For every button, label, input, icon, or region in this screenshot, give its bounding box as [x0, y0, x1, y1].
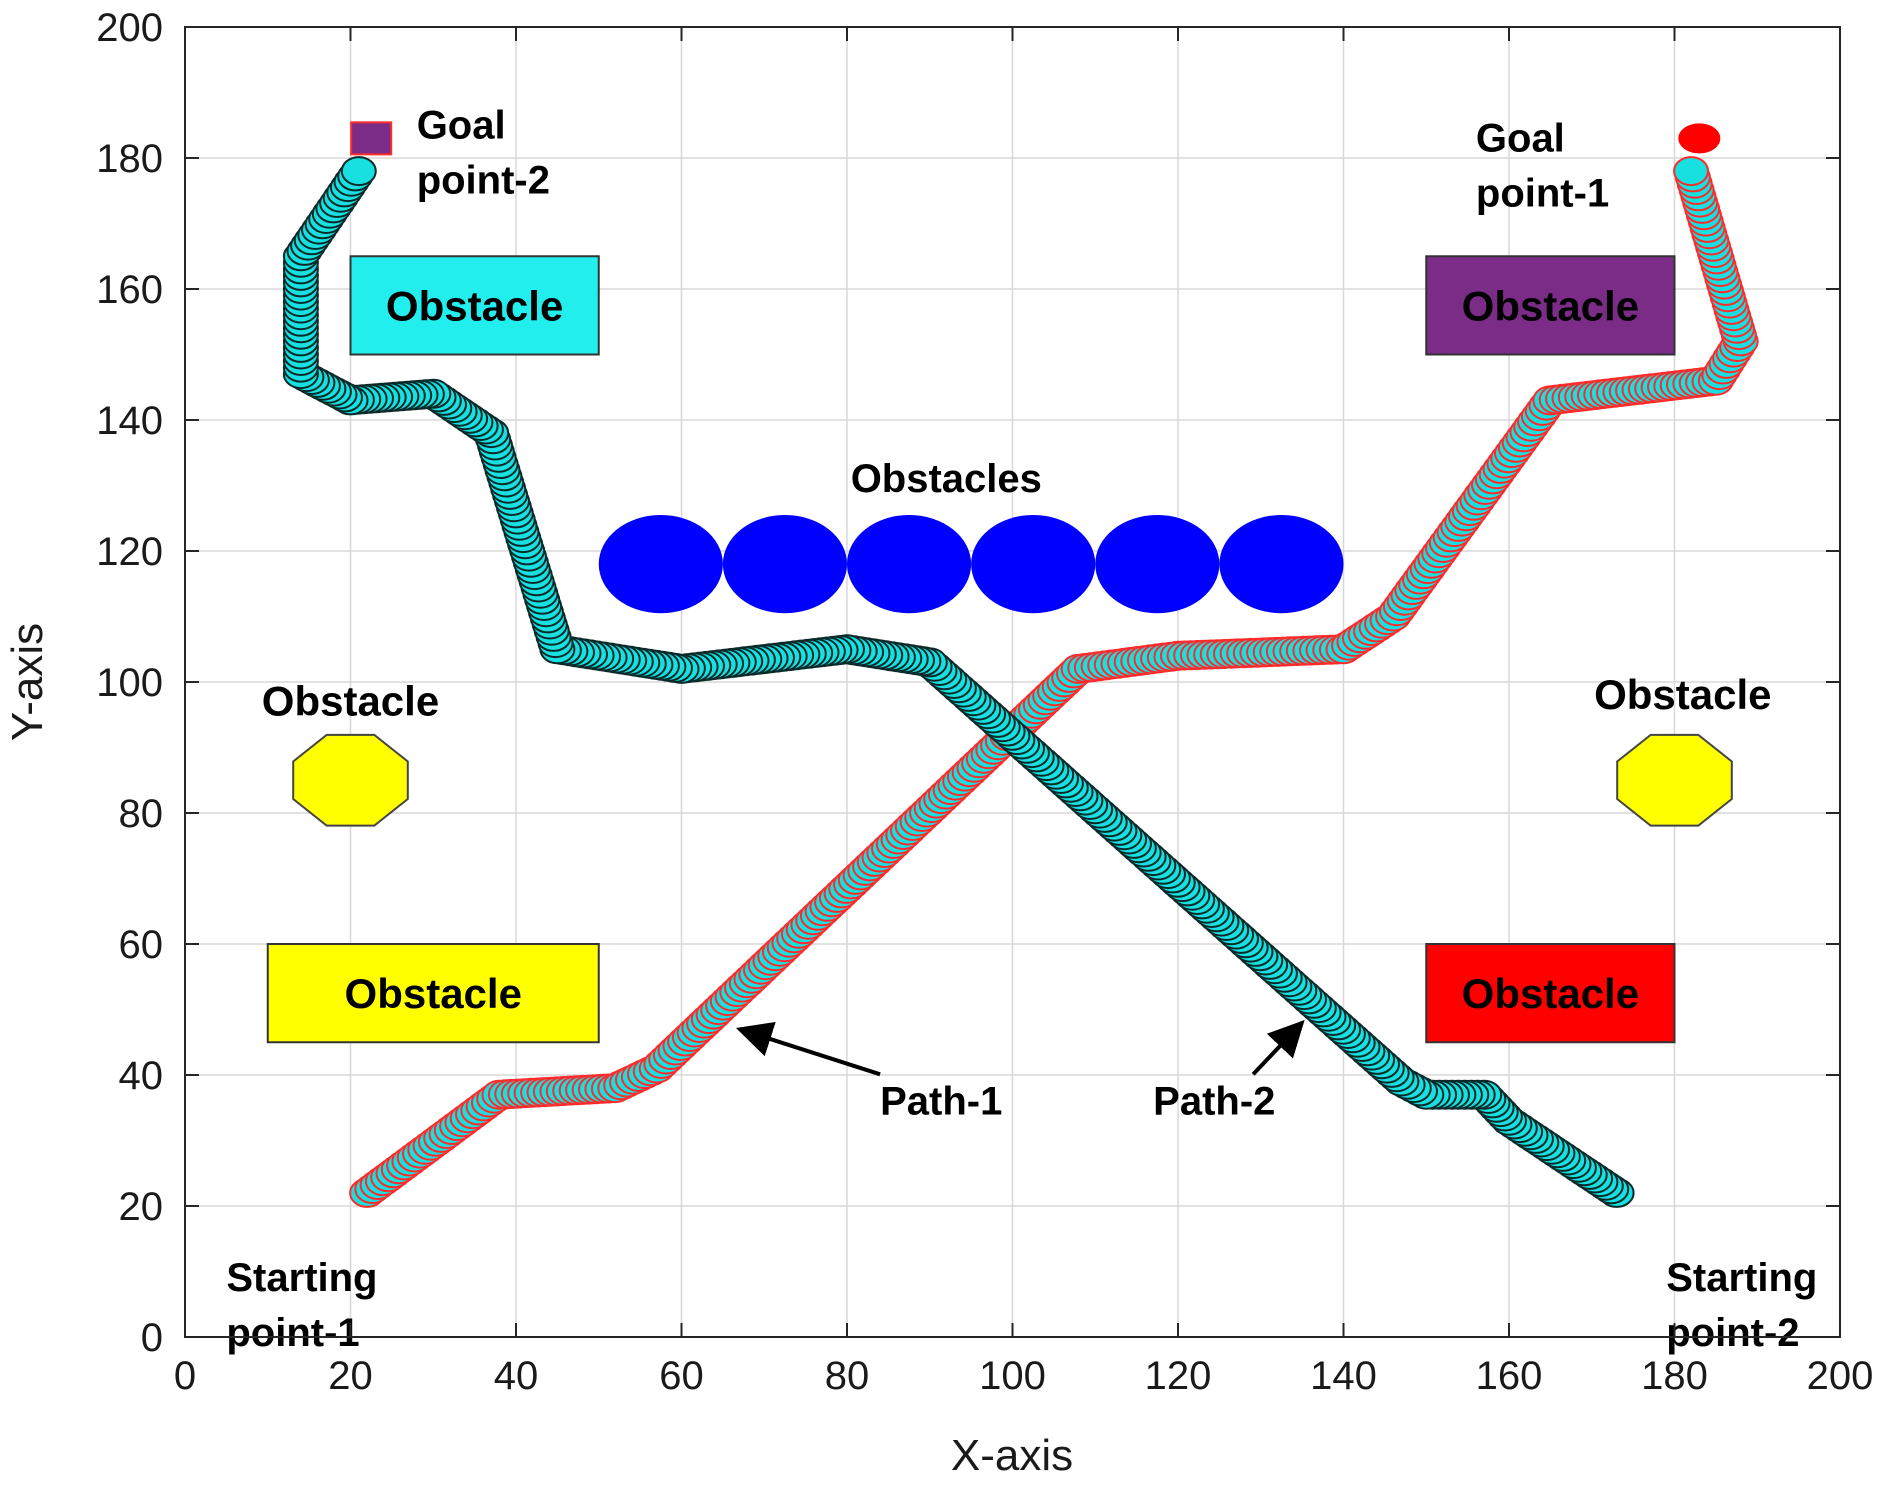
- path-marker: [340, 156, 377, 187]
- obstacle-rect: [1425, 943, 1676, 1044]
- obstacle-octagon: [292, 733, 409, 827]
- x-tick-label: 200: [1807, 1354, 1874, 1398]
- y-tick-label: 160: [96, 268, 163, 312]
- obstacle-label: Obstacle: [1462, 970, 1639, 1017]
- obstacle-circle: [971, 514, 1096, 614]
- y-tick-label: 60: [119, 923, 164, 967]
- y-tick-label: 120: [96, 530, 163, 574]
- obstacle-rect: [349, 255, 600, 356]
- x-tick-label: 160: [1476, 1354, 1543, 1398]
- goal-markers-layer: [350, 121, 1721, 156]
- path-2-series: [282, 156, 1635, 1208]
- x-tick-label: 60: [659, 1354, 704, 1398]
- x-tick-label: 40: [494, 1354, 539, 1398]
- y-tick-label: 140: [96, 399, 163, 443]
- y-tick-label: 20: [119, 1185, 164, 1229]
- obstacle-octagon: [1616, 733, 1733, 827]
- obstacle-label: Obstacle: [345, 970, 522, 1017]
- x-tick-label: 0: [174, 1354, 196, 1398]
- obstacles-layer: Obstacle Obstacle Obstacle Obstacle Obstacle…: [262, 255, 1771, 1044]
- goal-point-2-marker: [350, 121, 393, 156]
- obstacle-label: Obstacle: [1462, 282, 1639, 329]
- paths-layer: [282, 156, 1759, 1208]
- obstacle-circle: [847, 514, 972, 614]
- x-tick-label: 80: [825, 1354, 870, 1398]
- annotation-text: point-1: [226, 1311, 359, 1355]
- annotation-text: point-1: [1476, 171, 1609, 215]
- y-tick-label: 180: [96, 137, 163, 181]
- x-tick-label: 100: [979, 1354, 1046, 1398]
- y-tick-label: 200: [96, 6, 163, 50]
- obstacle-label: Obstacle: [1594, 671, 1771, 718]
- annotation-text: Path-1: [880, 1079, 1002, 1123]
- path-marker: [1673, 156, 1710, 187]
- x-tick-label: 120: [1145, 1354, 1212, 1398]
- y-tick-label: 100: [96, 661, 163, 705]
- annotation-text: Starting: [226, 1256, 377, 1300]
- y-axis-label: Y-axis: [3, 623, 52, 741]
- annotation-text: Starting: [1666, 1256, 1817, 1300]
- axis-ticks: 0 20 40 60 80 100 120 140 160 180 200 0 20 40 60 80 100 1…: [96, 6, 1873, 1398]
- goal-point-1-marker: [1678, 123, 1721, 154]
- x-tick-label: 180: [1641, 1354, 1708, 1398]
- annotation-text: Goal: [1476, 116, 1565, 160]
- annotation-text: Goal: [417, 103, 506, 147]
- obstacle-label: Obstacle: [386, 282, 563, 329]
- obstacle-rect: [1425, 255, 1676, 356]
- x-tick-label: 20: [328, 1354, 373, 1398]
- obstacle-rect: [266, 943, 600, 1044]
- annotation-text: point-2: [417, 158, 550, 202]
- x-tick-label: 140: [1310, 1354, 1377, 1398]
- annotations-layer: Goal point-2 Goal point-1 Starting point-1 Sta…: [226, 103, 1817, 1355]
- annotation-arrow: [1251, 1019, 1305, 1076]
- y-tick-label: 0: [141, 1316, 163, 1360]
- annotation-text: point-2: [1666, 1311, 1799, 1355]
- y-tick-label: 40: [119, 1054, 164, 1098]
- annotation-text: Obstacles: [851, 457, 1042, 501]
- x-axis-label: X-axis: [951, 1431, 1073, 1480]
- annotation-text: Path-2: [1153, 1079, 1275, 1123]
- y-tick-label: 80: [119, 792, 164, 836]
- obstacle-circle: [598, 514, 723, 614]
- obstacle-circle: [722, 514, 847, 614]
- obstacle-circle: [1219, 514, 1344, 614]
- obstacle-circle: [1095, 514, 1220, 614]
- annotation-arrow: [735, 1021, 881, 1077]
- obstacle-label: Obstacle: [262, 678, 439, 725]
